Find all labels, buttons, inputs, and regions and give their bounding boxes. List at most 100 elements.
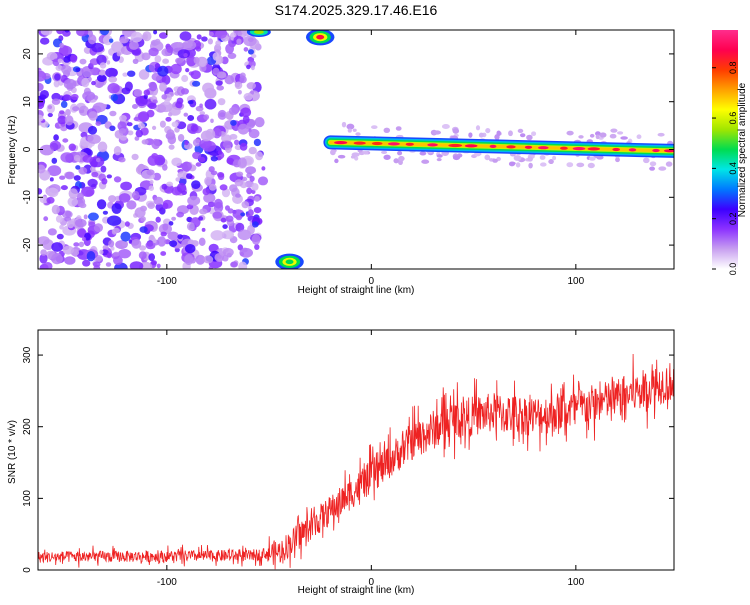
noise-speckle [162,223,169,231]
signal-halo [508,130,513,137]
noise-speckle [221,56,229,65]
noise-speckle [228,107,239,115]
signal-halo [595,131,601,136]
signal-peak [506,145,516,149]
noise-speckle [222,224,228,230]
noise-speckle [40,30,53,36]
signal-halo [371,125,378,130]
noise-speckle [118,193,131,203]
noise-speckle [187,115,195,121]
noise-speckle [184,254,194,265]
noise-speckle [257,176,269,186]
noise-speckle [214,198,223,209]
noise-speckle [246,213,251,218]
noise-speckle [76,192,84,201]
noise-speckle [183,112,189,117]
signal-halo [346,123,355,130]
spectrogram-y-tick-label: -20 [22,237,33,252]
signal-halo [620,136,628,140]
signal-halo [658,166,667,171]
noise-speckle [47,112,53,118]
noise-speckle [240,212,246,217]
noise-speckle [215,80,223,86]
noise-speckle [237,244,243,251]
noise-speckle [117,121,127,131]
noise-speckle [233,30,244,36]
noise-speckle [169,107,181,116]
noise-speckle [118,157,126,163]
snr-x-ticks: -100 0 100 [157,330,585,588]
signal-halo [347,128,352,133]
noise-speckle [64,30,70,33]
noise-speckle [195,162,202,167]
snr-x-tick-label: 100 [567,577,584,588]
noise-speckle [55,65,63,71]
noise-speckle [148,47,159,57]
noise-speckle [138,69,150,80]
noise-speckle [126,122,133,127]
noise-speckle [243,47,249,52]
noise-speckle [157,65,169,77]
noise-speckle [151,153,159,159]
signal-peak [538,146,549,150]
noise-speckle [124,221,130,227]
noise-speckle [167,134,177,145]
noise-speckle [59,224,64,230]
noise-speckle [59,110,65,115]
noise-speckle [119,36,129,44]
noise-speckle [99,30,110,36]
noise-speckle [47,228,57,236]
noise-speckle [248,146,257,155]
noise-speckle [239,247,253,258]
snr-panel: -100 0 100 0 100 200 300 Height of straight l… [7,329,675,596]
snr-y-tick-label: 300 [22,346,33,363]
signal-halo [397,150,403,156]
noise-speckle [239,75,247,84]
noise-speckle [199,208,208,215]
signal-halo [398,155,405,162]
noise-speckle [198,237,206,246]
noise-speckle [58,45,73,57]
noise-speckle [70,54,78,63]
noise-speckle [86,251,96,262]
noise-speckle [253,207,262,214]
noise-speckle [53,134,59,141]
noise-speckle [214,44,222,53]
noise-speckle [95,157,101,163]
noise-speckle [171,216,177,221]
noise-speckle [162,164,168,171]
noise-speckle [151,138,161,150]
noise-speckle [120,231,131,242]
noise-speckle [137,122,145,129]
signal-halo [510,161,516,166]
spectrogram-marks [38,30,674,269]
noise-speckle [38,82,44,92]
noise-speckle [88,111,98,121]
noise-speckle [235,193,241,198]
noise-speckle [134,136,140,141]
signal-peak [371,141,383,146]
noise-speckle [210,230,225,241]
noise-speckle [254,244,260,250]
noise-speckle [113,256,123,265]
noise-speckle [106,60,111,65]
noise-speckle [191,180,201,190]
noise-speckle [230,261,238,268]
snr-y-tick-label: 0 [22,567,33,573]
noise-speckle [217,98,226,106]
noise-speckle [181,161,193,172]
noise-speckle [63,78,77,90]
noise-speckle [162,202,169,210]
noise-speckle [203,255,214,264]
noise-speckle [132,58,139,64]
noise-speckle [198,156,206,163]
noise-speckle [160,251,167,256]
noise-speckle [221,230,234,240]
noise-speckle [46,196,55,204]
noise-speckle [250,65,255,71]
spectrogram-y-tick-label: -10 [22,190,33,205]
noise-speckle [246,82,256,90]
noise-speckle [66,220,75,229]
noise-speckle [51,157,58,164]
noise-speckle [227,52,237,60]
